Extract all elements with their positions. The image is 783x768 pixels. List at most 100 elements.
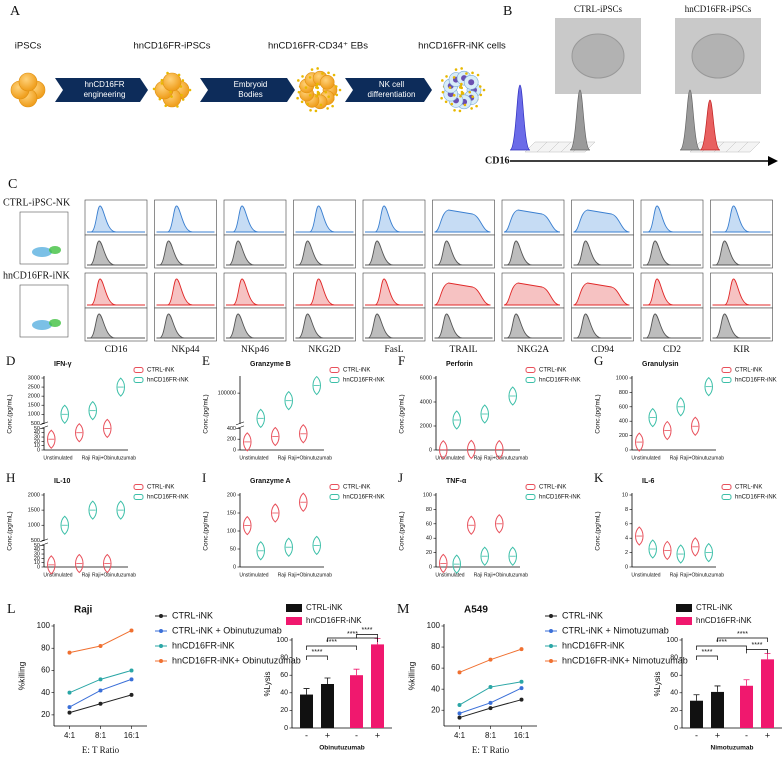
violin [271,503,280,523]
histogram-curve [87,240,145,266]
cell [162,72,182,92]
data-point [129,628,134,633]
violin [284,391,293,411]
violin [116,500,125,520]
legend-label: CTRL-iNK [306,603,343,612]
violin [467,515,476,535]
violin [439,553,448,574]
y-tick-label: 2 [625,550,628,556]
x-tick-label: Raji+Obinutuzumab [680,572,724,578]
step-label: NK cell [379,80,405,89]
violin [88,500,97,520]
x-tick-label: 4:1 [454,731,466,740]
histogram-curve [434,313,493,339]
ribbon [737,141,761,153]
receptor [314,86,318,89]
flow-population [32,247,52,257]
y-tick-label: 0 [37,564,40,570]
flow-population [32,320,52,330]
y-tick-label: 2000 [28,492,40,498]
y-tick-label: 0 [625,447,628,453]
data-point [98,677,103,682]
legend-swatch [676,604,692,612]
significance-label: **** [326,639,337,646]
x-tick-label: Unstimulated [631,455,660,461]
data-point [67,705,72,710]
histogram-curve [226,205,284,233]
histogram-curve [156,313,215,339]
significance-bracket [696,655,718,660]
significance-bracket [696,645,747,650]
y-axis-label: %Lysis [653,671,662,696]
x-tick-label: 16:1 [514,731,530,740]
receptor [310,68,314,71]
histogram-curve [87,313,145,339]
histogram-curve [434,240,493,266]
y-tick-label: 80 [426,507,432,513]
x-tick-label: Raji+Obinutuzumab [92,572,136,578]
histogram-curve [503,282,561,306]
receptor [176,105,179,108]
legend-dot [159,629,163,633]
data-point [457,670,462,675]
x-axis-label: E: T Ratio [82,745,120,755]
chart-title: Granzyme B [250,361,291,368]
data-point [488,657,493,662]
significance-bracket [306,655,328,660]
y-axis-label: %killing [406,661,416,690]
significance-label: **** [702,649,713,656]
receptor [440,96,443,100]
receptor [332,73,336,77]
x-tick-label: Raji [278,455,287,461]
significance-bracket [746,649,768,654]
histogram-curve [87,278,145,306]
y-tick-label: 20 [34,439,40,445]
x-tick-label: + [325,730,330,740]
y-tick-label: 100 [423,492,432,498]
data-point [98,701,103,706]
x-tick-label: 16:1 [124,731,140,740]
image-label: CTRL-iPSCs [574,4,623,14]
legend-label: hnCD16FR-iNK [539,378,581,384]
histogram-curve [573,240,632,266]
y-tick-label: 400 [227,426,236,432]
y-axis-label: Conc.(pg/mL) [399,394,406,433]
receptor [331,104,334,108]
y-tick-label: 40 [34,547,40,553]
panel-label: F [398,353,405,368]
y-tick-label: 80 [670,654,678,661]
x-tick-label: Unstimulated [631,572,660,578]
violin [256,541,265,561]
legend-label: CTRL-iNK [735,368,762,374]
marker-label: NKp44 [172,345,200,355]
significance-label: **** [752,642,763,649]
x-tick-label: 4:1 [64,731,76,740]
y-tick-label: 50 [230,546,236,552]
legend-label: hnCD16FR-iNK [306,616,362,625]
violin [47,555,56,575]
y-tick-label: 6 [625,521,628,527]
data-point [129,677,134,682]
legend-swatch [525,484,536,490]
y-tick-label: 0 [674,725,678,732]
histogram-curve [226,313,284,339]
legend-label: CTRL-iNK [147,368,174,374]
y-tick-label: 40 [670,690,678,697]
legend-swatch [329,367,340,373]
violin [480,404,489,424]
panel-label: G [594,353,603,368]
significance-label: **** [737,631,748,638]
violin [467,439,476,460]
error-bar [764,652,771,660]
histogram-peak [679,89,701,151]
x-tick-label: + [765,730,770,740]
series-line [69,629,132,654]
bar [321,684,334,728]
y-tick-label: 100 [276,637,288,644]
receptor [478,85,482,88]
x-tick-label: - [745,730,748,740]
receptor [327,71,330,75]
bar [300,694,313,728]
panel-label: A [10,4,21,19]
